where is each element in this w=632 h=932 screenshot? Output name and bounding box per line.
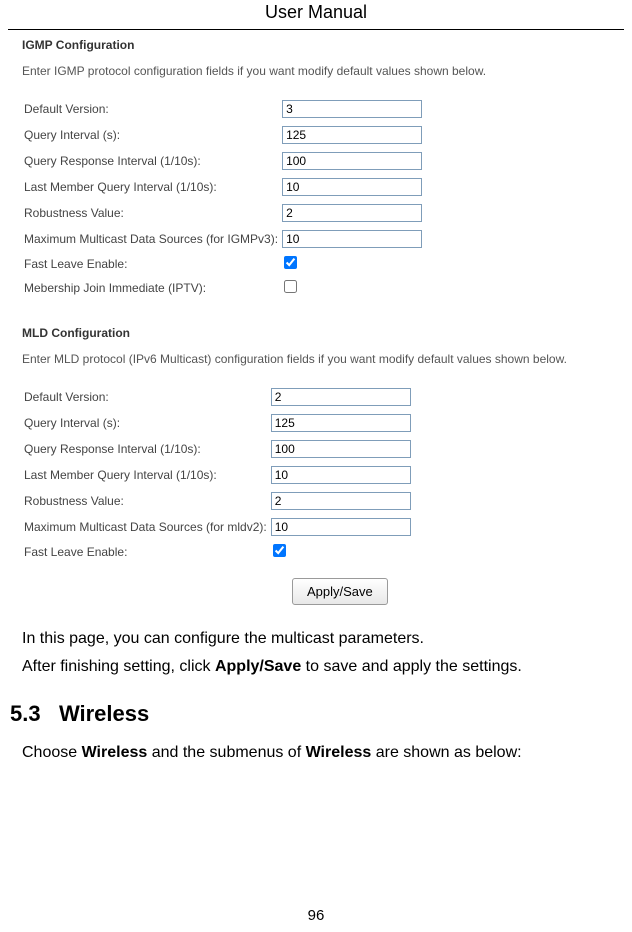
- mld-label-max-multicast-sources: Maximum Multicast Data Sources (for mldv…: [22, 514, 269, 540]
- body-line2-pre: After finishing setting, click: [22, 658, 215, 675]
- igmp-label-default-version: Default Version:: [22, 96, 280, 122]
- mld-label-last-member-query-interval: Last Member Query Interval (1/10s):: [22, 462, 269, 488]
- igmp-row-max-multicast-sources: Maximum Multicast Data Sources (for IGMP…: [22, 226, 424, 252]
- subbody-bold1: Wireless: [82, 744, 148, 761]
- igmp-input-robustness-value[interactable]: [282, 204, 422, 222]
- igmp-input-query-interval[interactable]: [282, 126, 422, 144]
- chapter-title: Wireless: [59, 701, 149, 726]
- mld-row-default-version: Default Version:: [22, 384, 413, 410]
- mld-section-desc: Enter MLD protocol (IPv6 Multicast) conf…: [22, 352, 610, 366]
- subbody-pre: Choose: [22, 744, 82, 761]
- igmp-row-query-interval: Query Interval (s):: [22, 122, 424, 148]
- igmp-label-fast-leave-enable: Fast Leave Enable:: [22, 252, 280, 276]
- subbody-mid: and the submenus of: [147, 744, 305, 761]
- mld-label-default-version: Default Version:: [22, 384, 269, 410]
- body-line2-bold: Apply/Save: [215, 658, 301, 675]
- apply-row: Apply/Save: [292, 578, 610, 605]
- mld-form-table: Default Version: Query Interval (s): Que…: [22, 384, 413, 564]
- mld-row-robustness-value: Robustness Value:: [22, 488, 413, 514]
- mld-input-max-multicast-sources[interactable]: [271, 518, 411, 536]
- page-header: User Manual: [0, 0, 632, 29]
- mld-label-query-interval: Query Interval (s):: [22, 410, 269, 436]
- mld-row-query-interval: Query Interval (s):: [22, 410, 413, 436]
- mld-row-fast-leave-enable: Fast Leave Enable:: [22, 540, 413, 564]
- body-text-line2: After finishing setting, click Apply/Sav…: [22, 655, 610, 679]
- igmp-checkbox-membership-join-immediate[interactable]: [284, 280, 297, 293]
- igmp-label-membership-join-immediate: Mebership Join Immediate (IPTV):: [22, 276, 280, 300]
- body-line2-post: to save and apply the settings.: [301, 658, 522, 675]
- mld-input-query-response-interval[interactable]: [271, 440, 411, 458]
- igmp-input-query-response-interval[interactable]: [282, 152, 422, 170]
- apply-save-button[interactable]: Apply/Save: [292, 578, 388, 605]
- page-number: 96: [0, 907, 632, 924]
- mld-row-max-multicast-sources: Maximum Multicast Data Sources (for mldv…: [22, 514, 413, 540]
- mld-label-fast-leave-enable: Fast Leave Enable:: [22, 540, 269, 564]
- igmp-row-default-version: Default Version:: [22, 96, 424, 122]
- mld-label-robustness-value: Robustness Value:: [22, 488, 269, 514]
- igmp-row-robustness-value: Robustness Value:: [22, 200, 424, 226]
- mld-row-last-member-query-interval: Last Member Query Interval (1/10s):: [22, 462, 413, 488]
- subbody-text: Choose Wireless and the submenus of Wire…: [22, 741, 610, 765]
- mld-section-title: MLD Configuration: [22, 326, 610, 340]
- igmp-input-last-member-query-interval[interactable]: [282, 178, 422, 196]
- mld-label-query-response-interval: Query Response Interval (1/10s):: [22, 436, 269, 462]
- mld-row-query-response-interval: Query Response Interval (1/10s):: [22, 436, 413, 462]
- mld-input-query-interval[interactable]: [271, 414, 411, 432]
- mld-input-default-version[interactable]: [271, 388, 411, 406]
- page-content: IGMP Configuration Enter IGMP protocol c…: [0, 30, 632, 765]
- mld-checkbox-fast-leave-enable[interactable]: [273, 544, 286, 557]
- igmp-row-membership-join-immediate: Mebership Join Immediate (IPTV):: [22, 276, 424, 300]
- igmp-form-table: Default Version: Query Interval (s): Que…: [22, 96, 424, 300]
- igmp-section-desc: Enter IGMP protocol configuration fields…: [22, 64, 610, 78]
- body-text-line1: In this page, you can configure the mult…: [22, 627, 610, 651]
- igmp-section-title: IGMP Configuration: [22, 38, 610, 52]
- igmp-label-last-member-query-interval: Last Member Query Interval (1/10s):: [22, 174, 280, 200]
- mld-input-robustness-value[interactable]: [271, 492, 411, 510]
- chapter-heading: 5.3 Wireless: [10, 701, 610, 727]
- igmp-label-robustness-value: Robustness Value:: [22, 200, 280, 226]
- subbody-post: are shown as below:: [371, 744, 521, 761]
- igmp-checkbox-fast-leave-enable[interactable]: [284, 256, 297, 269]
- igmp-row-fast-leave-enable: Fast Leave Enable:: [22, 252, 424, 276]
- igmp-input-default-version[interactable]: [282, 100, 422, 118]
- igmp-row-query-response-interval: Query Response Interval (1/10s):: [22, 148, 424, 174]
- igmp-label-max-multicast-sources: Maximum Multicast Data Sources (for IGMP…: [22, 226, 280, 252]
- chapter-number: 5.3: [10, 701, 41, 726]
- subbody-bold2: Wireless: [306, 744, 372, 761]
- igmp-label-query-interval: Query Interval (s):: [22, 122, 280, 148]
- igmp-input-max-multicast-sources[interactable]: [282, 230, 422, 248]
- igmp-row-last-member-query-interval: Last Member Query Interval (1/10s):: [22, 174, 424, 200]
- igmp-label-query-response-interval: Query Response Interval (1/10s):: [22, 148, 280, 174]
- mld-input-last-member-query-interval[interactable]: [271, 466, 411, 484]
